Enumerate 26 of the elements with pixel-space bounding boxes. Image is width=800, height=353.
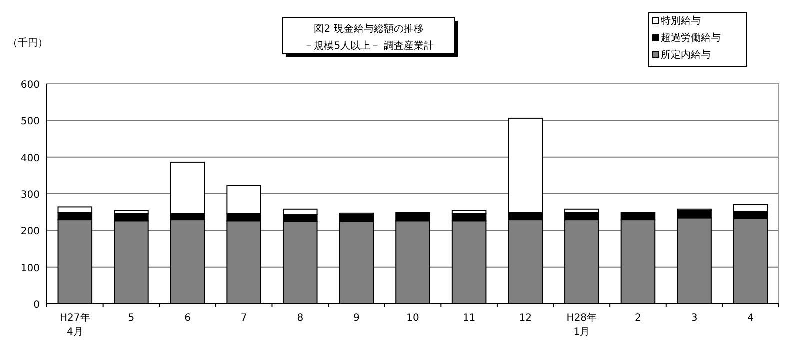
x-tick-label: 3 — [691, 313, 698, 324]
x-tick-label: H28年 1月 — [566, 312, 598, 338]
chart-subtitle: －規模5人以上－ 調査産業計 — [304, 40, 434, 52]
x-tick-label: 4 — [748, 313, 754, 324]
legend-label: 超過労働給与 — [661, 32, 721, 44]
x-tick-label: 6 — [184, 313, 191, 324]
x-tick-label: 5 — [128, 313, 135, 324]
x-tick-label: 10 — [406, 313, 420, 324]
x-tick-label: 9 — [354, 313, 360, 324]
y-tick-label: 400 — [20, 153, 40, 164]
x-tick-label: 2 — [635, 313, 642, 324]
y-tick-label: 500 — [20, 116, 40, 128]
x-tick-label: H27年 4月 — [60, 312, 90, 338]
y-axis-title: （千円） — [8, 37, 48, 49]
legend-label: 所定内給与 — [661, 49, 711, 61]
y-tick-label: 300 — [20, 190, 40, 201]
x-tick-label: 11 — [462, 313, 476, 324]
y-tick-label: 200 — [20, 226, 40, 238]
x-tick-label: 12 — [519, 313, 532, 324]
chart-title: 図2 現金給与総額の推移 — [314, 23, 424, 35]
y-tick-label: 600 — [20, 80, 40, 91]
y-tick-label: 100 — [20, 263, 40, 274]
y-tick-label: 0 — [34, 300, 40, 311]
x-tick-label: 8 — [297, 313, 304, 324]
legend-label: 特別給与 — [661, 15, 701, 27]
x-tick-label: 7 — [240, 313, 248, 324]
